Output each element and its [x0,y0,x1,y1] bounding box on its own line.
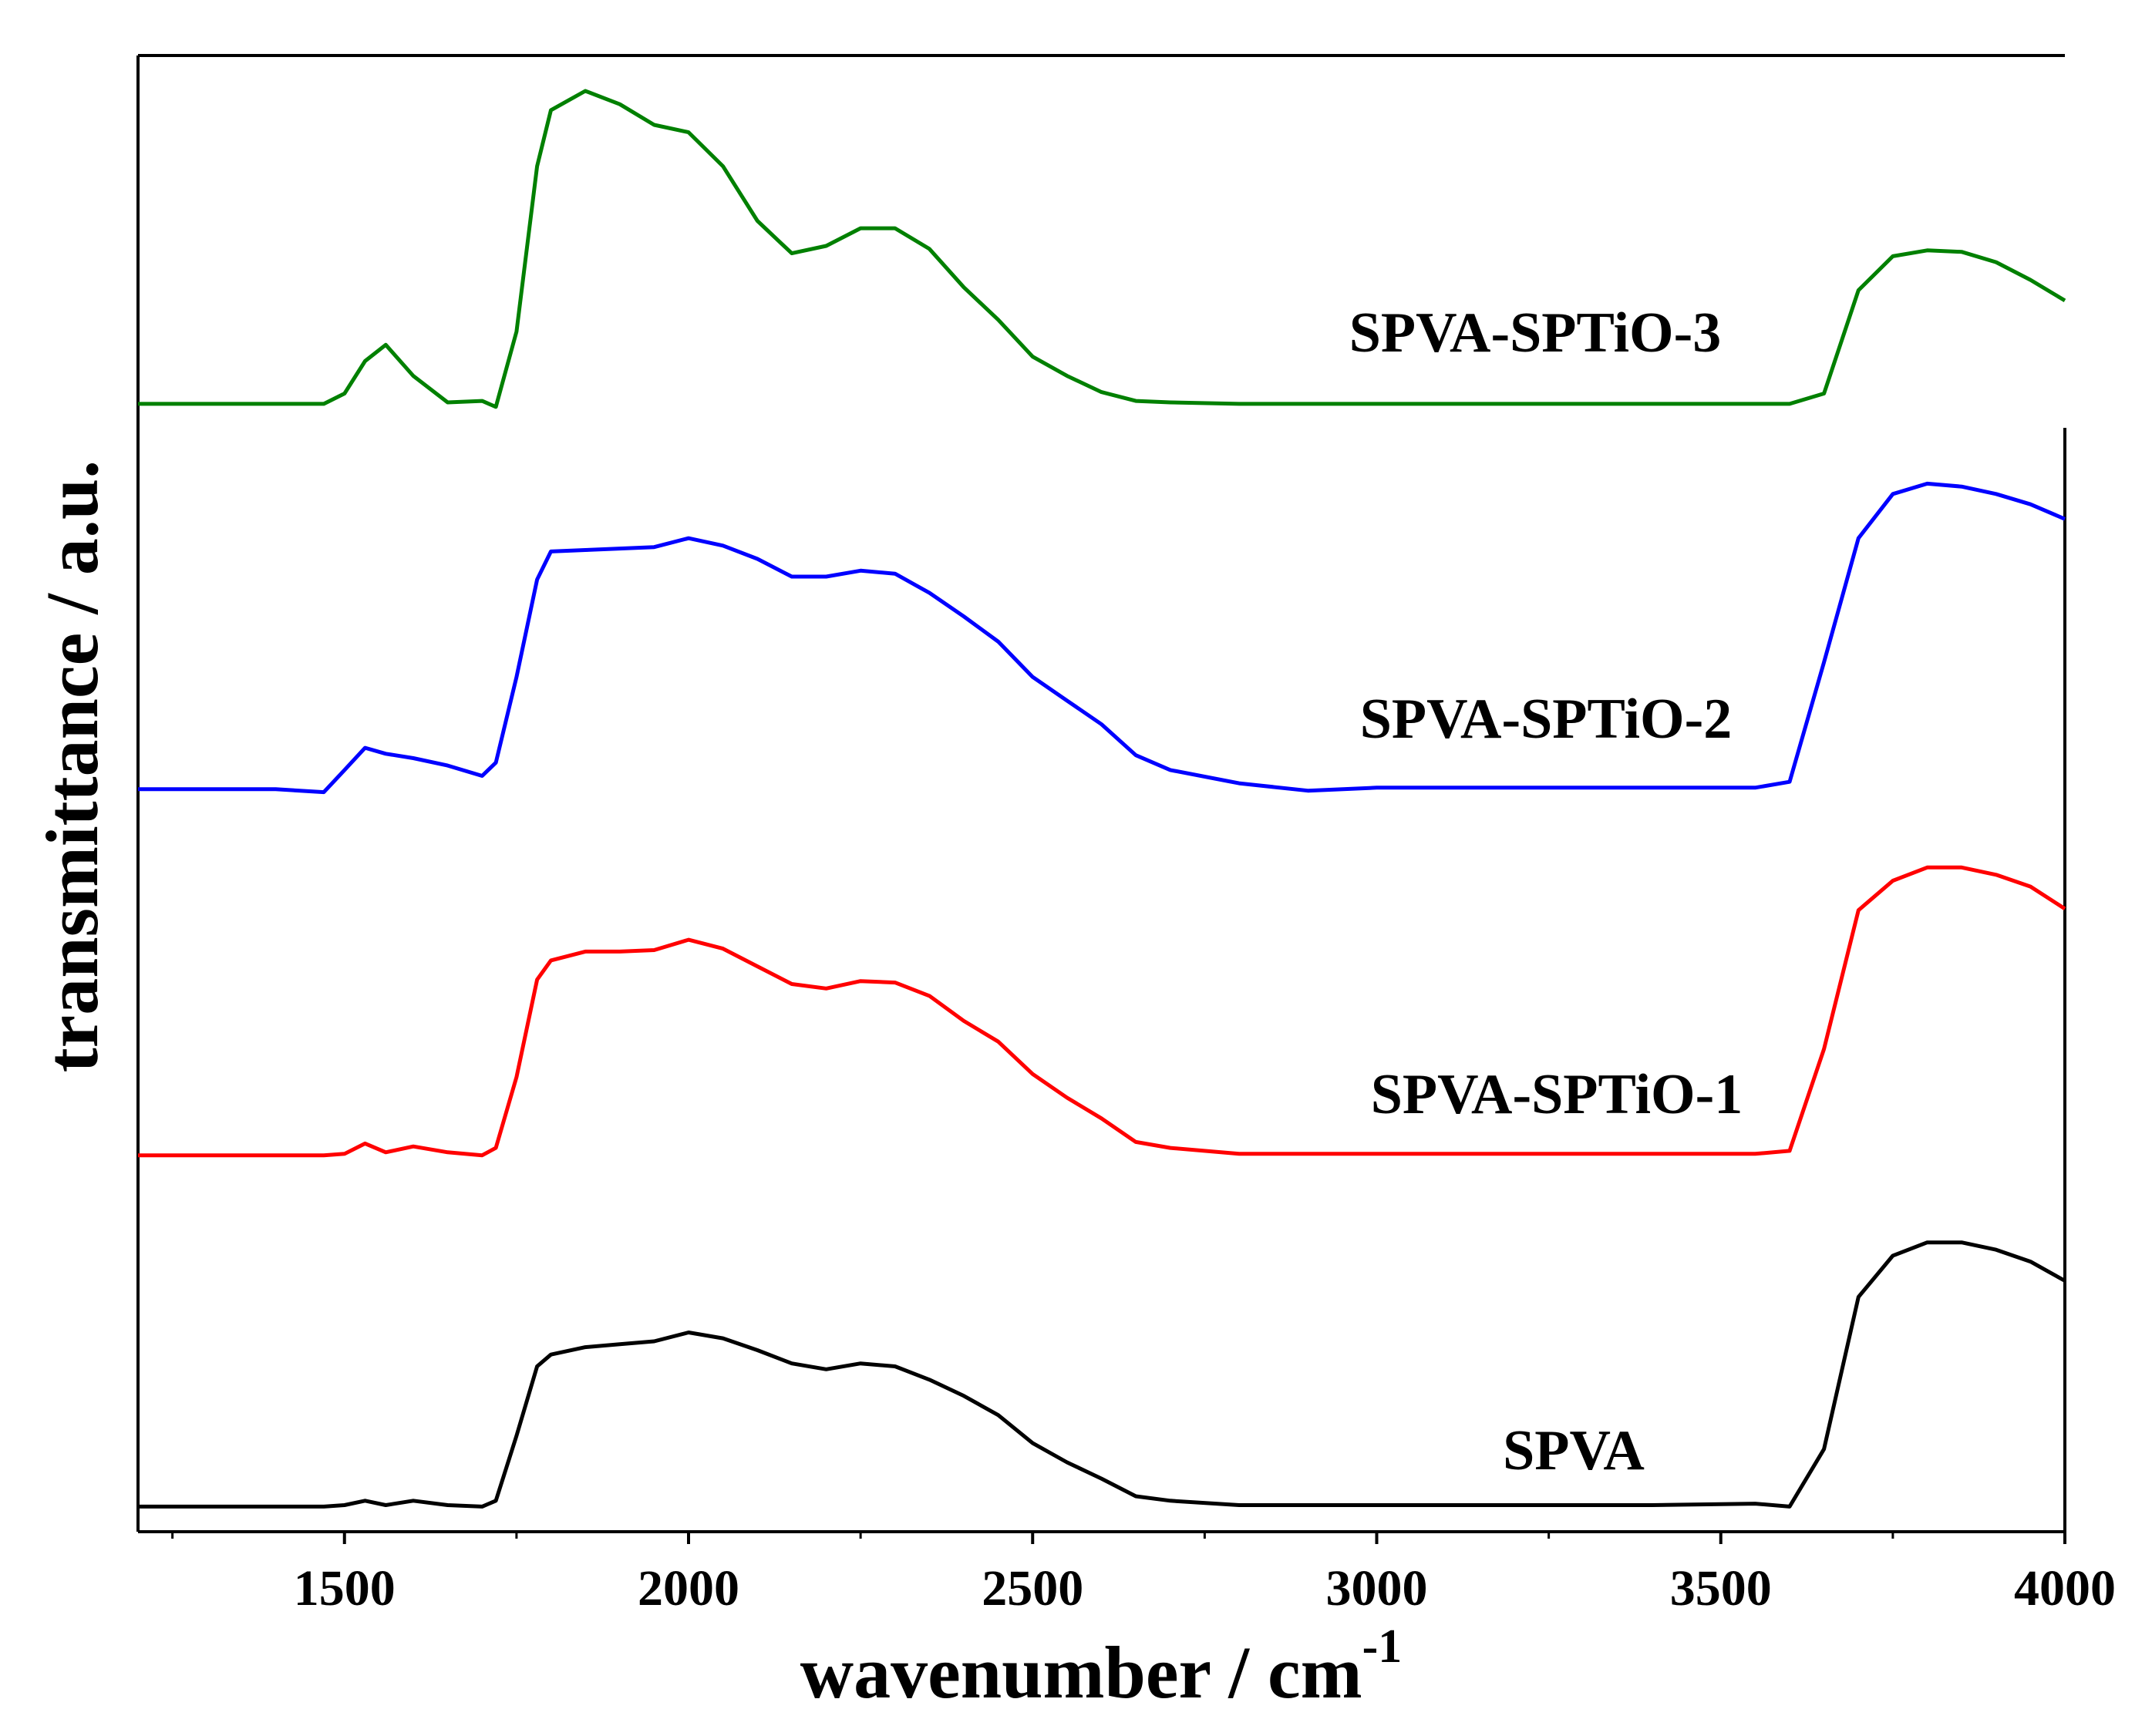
x-tick-label: 3500 [1670,1560,1772,1617]
spectrum-line [138,481,2066,795]
series-label: SPVA-SPTiO-1 [1371,1063,1743,1126]
x-axis-label: wavenumber / cm-1 [800,1620,1402,1714]
spectrum-line [138,89,2066,409]
x-tick-label: 2500 [982,1560,1083,1617]
x-tick-label: 2000 [638,1560,739,1617]
series-label: SPVA-SPTiO-2 [1360,688,1732,751]
x-tick-label: 3000 [1326,1560,1428,1617]
spectrum-line [138,1240,2066,1509]
x-axis-label-text: wavenumber / cm [800,1631,1362,1714]
series-label: SPVA [1503,1419,1645,1482]
series-label: SPVA-SPTiO-3 [1349,301,1721,365]
y-axis-label: transmittance / a.u. [31,460,113,1073]
x-tick-label: 4000 [2014,1560,2116,1617]
x-axis-label-superscript: -1 [1362,1620,1403,1673]
spectrum-line [138,865,2066,1158]
x-tick-label: 1500 [294,1560,396,1617]
